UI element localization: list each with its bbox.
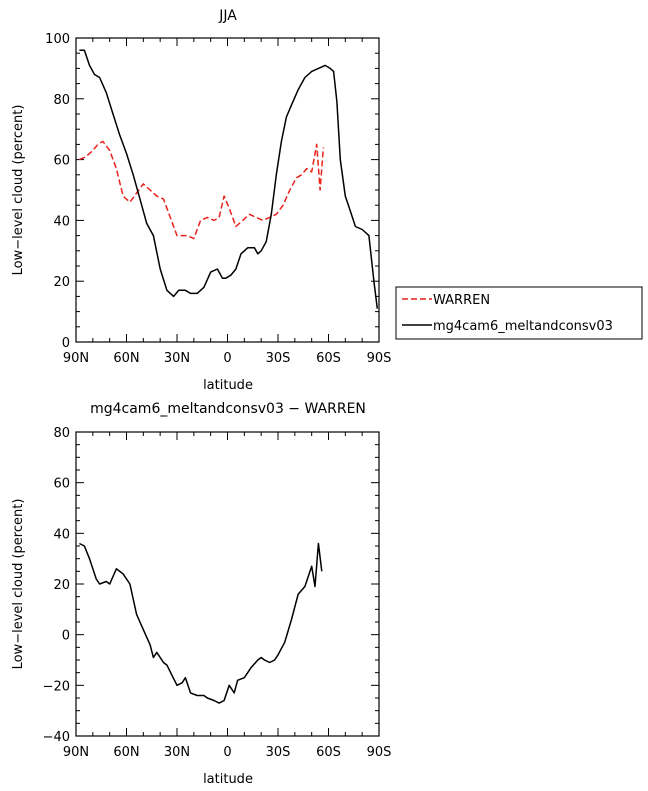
bottom-x-tick-label: 60S	[316, 745, 341, 760]
top-y-tick-label: 80	[53, 93, 70, 108]
top-plot-frame	[75, 37, 380, 343]
bottom-y-tick-label: 60	[53, 477, 70, 492]
legend-label-model: mg4cam6_meltandconsv03	[433, 319, 613, 334]
bottom-plot-frame	[75, 431, 380, 737]
bottom-x-tick-label: 60N	[113, 745, 139, 760]
top-series-line	[79, 49, 379, 309]
bottom-x-axis-label: latitude	[203, 772, 253, 787]
top-chart-series	[79, 49, 379, 309]
top-y-tick-label: 100	[45, 32, 70, 47]
top-x-tick-label: 60N	[113, 351, 139, 366]
bottom-x-tick-label: 90N	[63, 745, 89, 760]
bottom-x-tick-label: 0	[223, 745, 231, 760]
bottom-y-tick-label: 20	[53, 578, 70, 593]
top-chart-title: JJA	[218, 8, 237, 24]
top-chart-ticks: 90N 60N 30N 0 30S 60S 90S 0 20 40 60 80 100	[45, 32, 391, 366]
legend-label-warren: WARREN	[433, 293, 490, 308]
bottom-y-tick-label: 0	[62, 629, 70, 644]
bottom-y-axis-label: Low−level cloud (percent)	[11, 499, 26, 670]
top-x-tick-label: 90S	[367, 351, 392, 366]
top-x-tick-label: 0	[223, 351, 231, 366]
bottom-series-line	[79, 542, 323, 704]
top-series-line	[79, 140, 325, 240]
top-panel: JJA 90N 60N 30N 0 30S 60S 90S 0 20 40 60 80 100 lati…	[11, 8, 391, 393]
top-x-tick-label: 30N	[164, 351, 190, 366]
legend: WARREN mg4cam6_meltandconsv03	[395, 286, 643, 340]
bottom-y-tick-label: −20	[43, 679, 70, 694]
bottom-x-tick-label: 90S	[367, 745, 392, 760]
bottom-chart-ticks: 90N 60N 30N 0 30S 60S 90S −40 −20 0 20 40 60 80	[43, 426, 392, 760]
top-x-tick-label: 90N	[63, 351, 89, 366]
top-y-axis-label: Low−level cloud (percent)	[11, 105, 26, 276]
top-y-tick-label: 20	[53, 275, 70, 290]
top-y-tick-label: 40	[53, 214, 70, 229]
top-x-axis-label: latitude	[203, 378, 253, 393]
bottom-y-tick-label: 40	[53, 527, 70, 542]
bottom-x-tick-label: 30N	[164, 745, 190, 760]
top-y-tick-label: 60	[53, 154, 70, 169]
bottom-chart-series	[79, 542, 323, 704]
bottom-y-tick-label: −40	[43, 730, 70, 745]
top-y-tick-label: 0	[62, 336, 70, 351]
legend-box	[395, 286, 643, 340]
bottom-panel: mg4cam6_meltandconsv03 − WARREN 90N 60N 30…	[11, 401, 391, 787]
top-x-tick-label: 60S	[316, 351, 341, 366]
bottom-x-tick-label: 30S	[266, 745, 291, 760]
top-x-tick-label: 30S	[266, 351, 291, 366]
bottom-chart-title: mg4cam6_meltandconsv03 − WARREN	[90, 401, 366, 417]
bottom-y-tick-label: 80	[53, 426, 70, 441]
